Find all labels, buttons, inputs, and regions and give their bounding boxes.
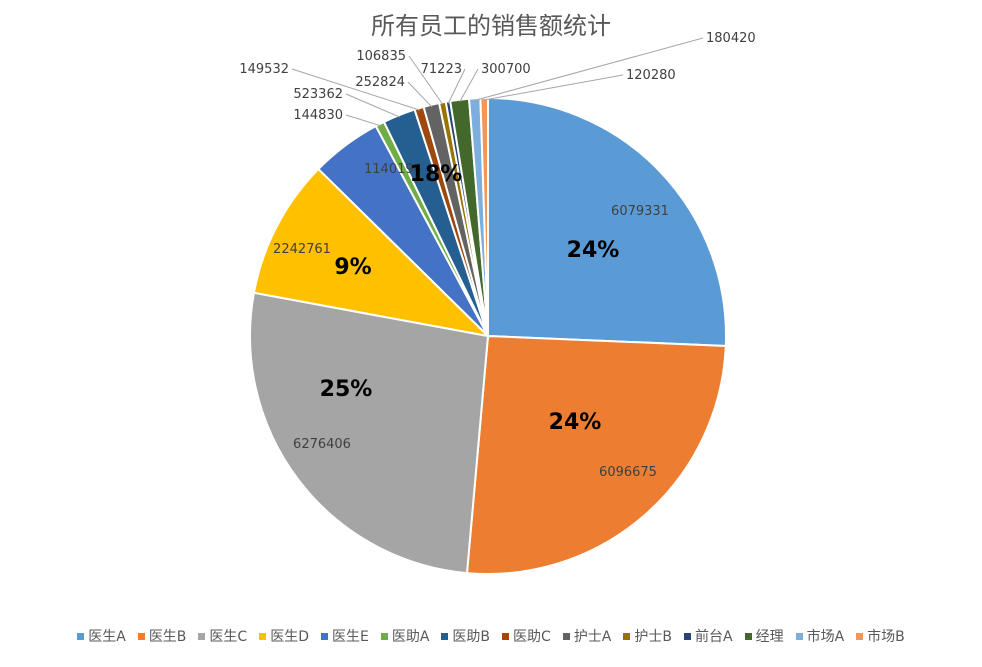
legend-label: 市场B bbox=[867, 629, 905, 645]
value-label-护士A: 252824 bbox=[355, 75, 405, 90]
value-label-医助A: 144830 bbox=[293, 108, 343, 123]
legend-item-医助B: 医助B bbox=[441, 626, 490, 646]
legend-label: 医助A bbox=[391, 629, 430, 645]
legend-label: 经理 bbox=[755, 629, 784, 645]
legend-swatch bbox=[259, 632, 267, 640]
legend-swatch bbox=[77, 632, 85, 640]
legend-item-医生D: 医生D bbox=[259, 626, 309, 646]
value-label-医生A: 6079331 bbox=[611, 204, 669, 219]
legend-swatch bbox=[380, 632, 388, 640]
legend-item-医助C: 医助C bbox=[502, 626, 551, 646]
percent-label-医生B: 24% bbox=[549, 410, 602, 435]
legend-item-护士A: 护士A bbox=[562, 626, 612, 646]
legend-swatch bbox=[320, 632, 328, 640]
percent-label-医生D: 9% bbox=[334, 255, 371, 280]
legend-label: 医助C bbox=[513, 629, 551, 645]
legend-swatch bbox=[502, 632, 510, 640]
legend-label: 护士A bbox=[573, 629, 612, 645]
legend: 医生A 医生B 医生C 医生D 医生E 医助A 医助B 医助C 护士A 护士B 前台A 经理 市场A 市场… bbox=[0, 626, 982, 646]
legend-swatch bbox=[441, 632, 449, 640]
legend-label: 医助B bbox=[452, 629, 491, 645]
value-label-前台A: 71223 bbox=[421, 62, 462, 77]
legend-label: 医生D bbox=[270, 629, 309, 645]
legend-swatch bbox=[137, 632, 145, 640]
legend-label: 医生C bbox=[209, 629, 248, 645]
pie-slice-医生C bbox=[249, 291, 490, 575]
value-label-市场B: 120280 bbox=[626, 68, 676, 83]
legend-item-医生C: 医生C bbox=[198, 626, 247, 646]
legend-label: 医生A bbox=[88, 629, 126, 645]
leader-line-经理 bbox=[459, 68, 479, 102]
value-label-医生D: 2242761 bbox=[273, 242, 331, 257]
legend-item-市场B: 市场B bbox=[856, 626, 905, 646]
leader-line-护士A bbox=[407, 81, 433, 108]
leader-line-前台A bbox=[447, 68, 466, 104]
legend-swatch bbox=[795, 632, 803, 640]
value-label-市场A: 180420 bbox=[706, 31, 756, 46]
legend-label: 医生B bbox=[148, 629, 187, 645]
legend-item-前台A: 前台A bbox=[684, 626, 733, 646]
pie-slices bbox=[249, 96, 727, 575]
legend-label: 医生E bbox=[331, 629, 369, 645]
legend-swatch bbox=[623, 632, 631, 640]
value-label-医生E: 1140194 bbox=[364, 162, 422, 177]
pie-slice-医生D bbox=[252, 167, 492, 338]
legend-label: 前台A bbox=[695, 629, 733, 645]
value-label-医助B: 523362 bbox=[293, 87, 343, 102]
pie-slice-医生B bbox=[465, 334, 727, 575]
value-label-医助C: 149532 bbox=[239, 62, 289, 77]
leader-line-医助C bbox=[291, 68, 420, 111]
leader-line-市场A bbox=[474, 37, 704, 101]
chart-title: 所有员工的销售额统计 bbox=[371, 12, 611, 40]
legend-item-护士B: 护士B bbox=[623, 626, 672, 646]
leader-lines bbox=[291, 37, 704, 127]
legend-swatch bbox=[684, 632, 691, 640]
leader-line-市场B bbox=[484, 74, 624, 101]
percent-label-医生C: 25% bbox=[320, 377, 373, 402]
legend-item-医生B: 医生B bbox=[137, 626, 187, 646]
value-label-经理: 300700 bbox=[481, 62, 531, 77]
legend-item-医生E: 医生E bbox=[320, 626, 369, 646]
legend-swatch bbox=[856, 632, 864, 640]
leader-line-医助B bbox=[345, 93, 400, 118]
legend-item-经理: 经理 bbox=[744, 626, 784, 646]
value-label-医生C: 6276406 bbox=[293, 437, 351, 452]
legend-label: 护士B bbox=[634, 629, 672, 645]
legend-item-市场A: 市场A bbox=[795, 626, 845, 646]
value-label-医生B: 6096675 bbox=[599, 465, 657, 480]
legend-swatch bbox=[562, 632, 570, 640]
legend-swatch bbox=[198, 632, 206, 640]
percent-label-医生A: 24% bbox=[567, 238, 620, 263]
grouped-percent-label: 18% bbox=[410, 162, 463, 187]
legend-swatch bbox=[744, 632, 752, 640]
legend-item-医助A: 医助A bbox=[380, 626, 430, 646]
value-label-护士B: 106835 bbox=[356, 49, 406, 64]
leader-line-护士B bbox=[408, 55, 444, 105]
legend-label: 市场A bbox=[806, 629, 845, 645]
legend-item-医生A: 医生A bbox=[77, 626, 126, 646]
pie-slice-医生A bbox=[487, 96, 727, 348]
leader-line-医助A bbox=[345, 114, 381, 127]
